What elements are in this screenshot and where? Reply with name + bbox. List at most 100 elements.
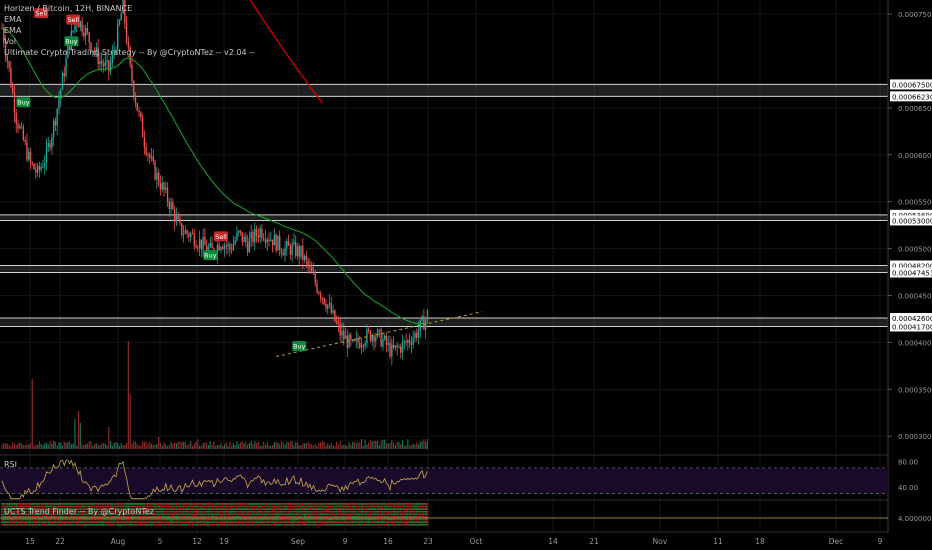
trend-cell [323,513,326,516]
volume-bar [393,442,395,449]
trend-cell [202,521,205,523]
volume-bar [31,379,33,449]
trend-cell [325,521,327,523]
trend-cell [259,516,261,518]
trend-cell [70,516,73,518]
trend-cell [191,518,194,521]
trend-cell [95,510,98,513]
trend-cell [118,503,121,505]
trend-cell [86,513,89,516]
trend-cell [212,508,215,510]
trend-cell [310,521,313,523]
trend-cell [412,508,415,510]
trend-cell [84,508,87,510]
trend-cell [426,508,429,510]
trend-cell [309,508,311,510]
trend-cell [42,503,44,505]
trend-cell [34,505,37,508]
trend-cell [220,505,222,508]
candle-body [63,73,65,77]
trend-cell [200,513,203,516]
trend-cell [88,508,91,510]
trend-cell [38,508,41,510]
trend-cell [61,513,64,516]
trend-cell [243,516,245,518]
trend-cell [120,505,123,508]
trend-cell [195,505,197,508]
trend-cell [237,516,240,518]
trend-cell [31,518,34,521]
trend-cell [179,508,181,510]
trend-cell [171,503,174,505]
trend-cell [424,516,427,518]
trend-cell [337,521,340,523]
trend-cell [168,505,171,508]
trend-cell [380,516,383,518]
trend-cell [72,521,75,523]
trend-cell [168,521,171,523]
trend-cell [348,503,350,505]
candle-body [280,250,283,254]
trend-cell [17,521,19,523]
trend-cell [248,516,251,518]
trend-cell [349,518,352,521]
trend-cell [54,508,57,510]
volume-bar [181,441,183,449]
trend-cell [243,508,245,510]
trend-cell [285,510,288,513]
volume-bar [204,442,206,449]
trend-cell [264,523,267,526]
candle-body [229,244,231,250]
volume-bar [207,445,210,449]
trend-cell [90,510,92,513]
trend-cell [398,513,400,516]
trend-cell [122,513,124,516]
trend-cell [123,523,126,526]
trend-cell [109,503,112,505]
trend-cell [82,505,85,508]
trend-cell [81,518,83,521]
trend-cell [56,523,59,526]
trend-cell [196,508,199,510]
trend-cell [312,513,315,516]
candle-body [47,143,49,147]
candle-body [19,126,21,129]
trend-cell [43,510,46,513]
candle-body [408,340,411,344]
trend-cell [362,503,365,505]
trend-cell [175,508,178,510]
trend-cell [387,523,390,526]
volume-bar [122,445,124,449]
trend-cell [106,505,108,508]
trend-cell [91,521,94,523]
candle-body [177,216,179,220]
trend-cell [408,510,411,513]
trend-cell [380,503,383,505]
candle-body [79,21,82,28]
trend-cell [66,508,69,510]
volume-bar [239,442,242,449]
trend-cell [408,508,411,510]
trend-cell [102,521,105,523]
trend-cell [355,503,358,505]
candle-body [384,335,386,340]
volume-bar [273,442,275,449]
trend-cell [225,516,228,518]
trend-cell [74,521,76,523]
trend-cell [330,513,333,516]
trend-cell [132,518,135,521]
candle-body [17,123,19,129]
trend-cell [107,518,110,521]
volume-bar [133,441,135,449]
trend-cell [79,518,82,521]
volume-bar [425,441,427,449]
trend-cell [310,510,313,513]
trend-cell [72,516,75,518]
trend-cell [79,503,82,505]
trend-cell [314,505,317,508]
trend-cell [49,518,51,521]
trend-cell [10,518,12,521]
trend-cell [387,505,390,508]
trend-cell [360,516,363,518]
